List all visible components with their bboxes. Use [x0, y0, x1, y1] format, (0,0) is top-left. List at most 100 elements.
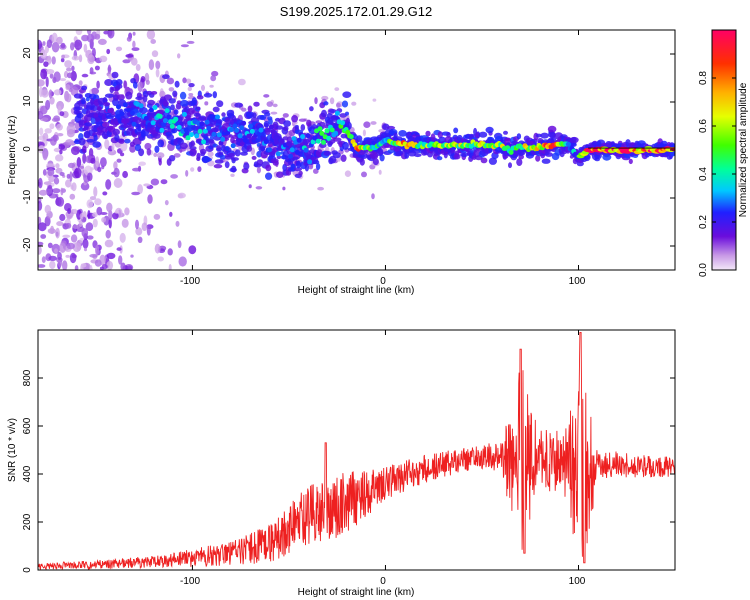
heatmap-cell	[274, 139, 280, 145]
heatmap-cell	[84, 247, 87, 252]
heatmap-cell	[103, 102, 111, 107]
heatmap-cell	[255, 186, 263, 190]
heatmap-cell	[259, 114, 267, 121]
heatmap-cell	[109, 107, 114, 113]
heatmap-cell	[404, 152, 410, 159]
heatmap-cell	[48, 175, 55, 183]
heatmap-cell	[267, 147, 273, 153]
heatmap-cell	[237, 133, 243, 139]
heatmap-cell	[336, 102, 341, 108]
heatmap-cell	[135, 64, 141, 71]
heatmap-cell	[215, 119, 223, 124]
heatmap-y-axis-label: Frequency (Hz)	[7, 116, 18, 185]
heatmap-cell	[207, 151, 214, 157]
heatmap-cell	[90, 105, 100, 111]
heatmap-cell	[116, 104, 121, 110]
heatmap-cell	[204, 119, 210, 125]
heatmap-cell	[44, 204, 51, 214]
heatmap-cell	[38, 189, 48, 196]
heatmap-cell	[151, 50, 159, 58]
heatmap-cell	[203, 93, 213, 98]
heatmap-cell	[47, 167, 55, 177]
heatmap-cell	[313, 168, 319, 174]
heatmap-cell	[78, 220, 83, 227]
heatmap-cell	[209, 84, 214, 88]
heatmap-cell	[398, 130, 407, 137]
heatmap-cell	[49, 123, 55, 130]
heatmap-cell	[328, 155, 337, 164]
heatmap-cells	[38, 30, 675, 270]
heatmap-cell	[252, 112, 257, 119]
heatmap-cell	[66, 215, 73, 220]
heatmap-cell	[114, 210, 120, 214]
heatmap-cell	[89, 196, 97, 201]
heatmap-cell	[42, 41, 46, 46]
heatmap-cell	[65, 179, 72, 188]
heatmap-cell	[106, 48, 111, 55]
heatmap-cell	[214, 159, 224, 164]
heatmap-cell	[282, 136, 289, 141]
snr-series-line	[38, 331, 675, 570]
heatmap-cell	[288, 153, 293, 159]
heatmap-cell	[118, 138, 125, 144]
heatmap-cell	[453, 127, 459, 134]
heatmap-cell	[100, 157, 107, 168]
heatmap-cell	[196, 95, 204, 100]
heatmap-cell	[221, 112, 226, 117]
heatmap-cell	[369, 164, 376, 170]
heatmap-cell	[213, 164, 223, 169]
heatmap-cell	[46, 39, 53, 49]
heatmap-cell	[82, 153, 87, 164]
heatmap-cell	[146, 148, 152, 156]
heatmap-cell	[89, 253, 98, 258]
heatmap-x-axis-label: Height of straight line (km)	[298, 285, 415, 296]
heatmap-cell	[246, 145, 253, 152]
heatmap-cell	[216, 145, 222, 151]
heatmap-cell	[122, 170, 128, 179]
heatmap-cell	[86, 199, 94, 209]
heatmap-cell	[123, 80, 128, 89]
heatmap-cell	[516, 133, 522, 140]
heatmap-cell	[64, 60, 72, 68]
heatmap-cell	[82, 238, 89, 249]
heatmap-cell	[66, 173, 71, 179]
heatmap-cell	[147, 194, 153, 204]
heatmap-cell	[143, 183, 151, 187]
heatmap-cell	[361, 171, 367, 178]
snr-tick-marks	[38, 330, 675, 571]
heatmap-cell	[363, 121, 371, 128]
heatmap-cell	[166, 77, 175, 85]
heatmap-cell	[94, 33, 101, 40]
heatmap-cell	[216, 100, 224, 108]
heatmap-cell	[218, 140, 224, 146]
colorbar-tick-label: 0.2	[698, 215, 709, 229]
heatmap-cell	[518, 154, 524, 160]
heatmap-cell	[172, 90, 178, 98]
heatmap-cell	[216, 132, 222, 138]
heatmap-cell	[127, 265, 133, 270]
heatmap-cell	[321, 109, 327, 118]
heatmap-y-axis: 20 10 0 -10 -20	[22, 47, 33, 252]
heatmap-cell	[48, 255, 57, 261]
heatmap-cell	[197, 166, 202, 173]
heatmap-cell	[329, 97, 335, 105]
heatmap-cell	[107, 30, 115, 39]
heatmap-cell	[104, 139, 110, 150]
heatmap-cell	[224, 145, 230, 152]
heatmap-cell	[199, 148, 207, 155]
heatmap-cell	[300, 134, 306, 140]
heatmap-cell	[334, 87, 340, 91]
heatmap-cell	[70, 86, 79, 96]
heatmap-cell	[89, 265, 93, 270]
heatmap-cell	[65, 254, 70, 258]
heatmap-cell	[547, 125, 557, 133]
heatmap-cell	[248, 184, 252, 189]
heatmap-cell	[65, 222, 72, 229]
heatmap-cell	[158, 159, 162, 166]
heatmap-cell	[122, 59, 131, 64]
heatmap-cell	[71, 55, 80, 61]
heatmap-cell	[263, 139, 269, 145]
heatmap-cell	[113, 161, 118, 170]
heatmap-cell	[188, 93, 194, 97]
heatmap-cell	[80, 182, 90, 191]
